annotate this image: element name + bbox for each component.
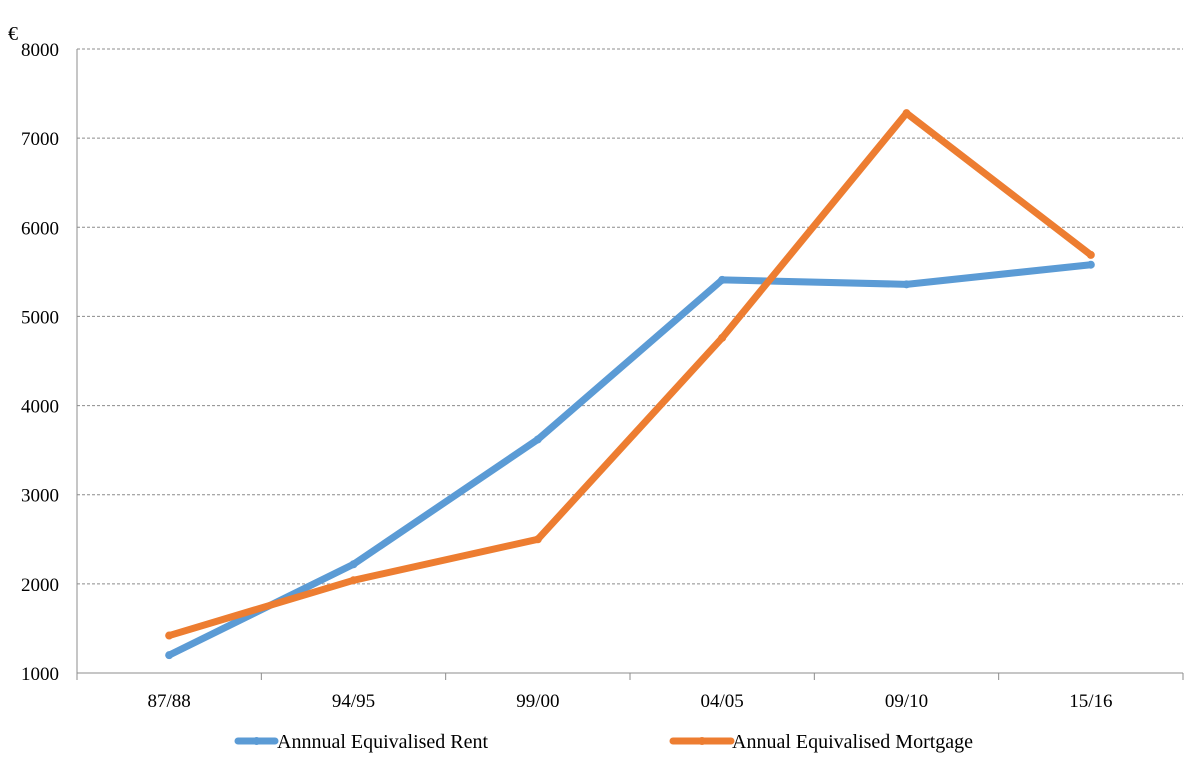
x-tick-label: 15/16 xyxy=(1069,691,1112,712)
y-tick-label: 2000 xyxy=(21,575,59,596)
data-point xyxy=(902,109,911,118)
data-point xyxy=(718,333,727,342)
legend-marker xyxy=(698,737,706,745)
data-point xyxy=(165,631,174,640)
y-tick-label: 6000 xyxy=(21,218,59,239)
data-point xyxy=(718,275,727,284)
data-point xyxy=(165,651,174,660)
data-point xyxy=(533,435,542,444)
x-tick-label: 94/95 xyxy=(332,691,375,712)
axes: 1000 2000 3000 4000 5000 6000 7000 8000 87/88 94/… xyxy=(21,40,1184,712)
x-tick-label: 09/10 xyxy=(885,691,928,712)
x-tick-label: 04/05 xyxy=(701,691,744,712)
y-tick-label: 8000 xyxy=(21,40,59,61)
y-tick-label: 1000 xyxy=(21,664,59,685)
series-line-1 xyxy=(165,109,1095,640)
y-tick-label: 3000 xyxy=(21,486,59,507)
gridlines xyxy=(77,48,1183,585)
series-line-0 xyxy=(165,261,1095,659)
y-axis-unit-label: € xyxy=(8,23,18,45)
data-point xyxy=(902,280,911,289)
x-tick-label: 87/88 xyxy=(148,691,191,712)
data-point xyxy=(533,535,542,544)
legend-marker xyxy=(252,737,261,745)
legend-label: Annnual Equivalised Rent xyxy=(277,731,489,753)
data-point xyxy=(1086,260,1095,269)
legend-label: Annual Equivalised Mortgage xyxy=(732,731,973,753)
data-point xyxy=(349,560,358,569)
y-tick-label: 4000 xyxy=(21,397,59,418)
data-point xyxy=(349,576,358,585)
data-point xyxy=(1086,250,1095,259)
series-layer xyxy=(165,109,1095,660)
y-tick-label: 5000 xyxy=(21,307,59,328)
legend: Annnual Equivalised Rent Annual Equivalis… xyxy=(234,731,973,753)
x-tick-label: 99/00 xyxy=(516,691,559,712)
y-tick-label: 7000 xyxy=(21,129,59,150)
